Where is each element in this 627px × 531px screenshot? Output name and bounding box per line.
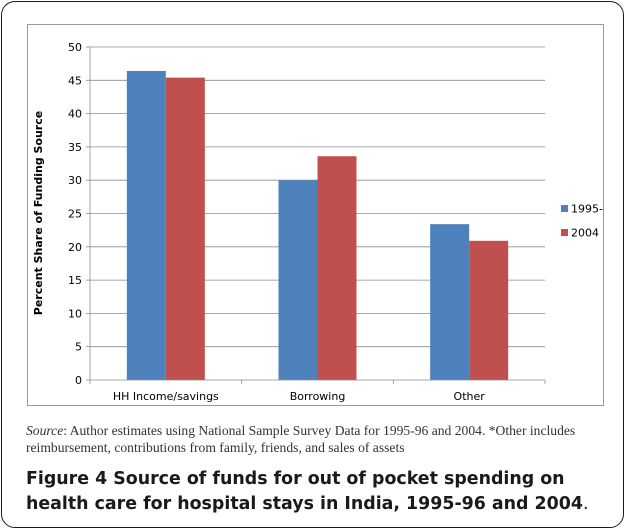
- y-tick-label: 25: [68, 208, 82, 221]
- bar: [165, 77, 205, 381]
- y-tick-label: 50: [68, 41, 82, 54]
- legend-swatch: [561, 205, 568, 212]
- y-tick-label: 30: [68, 174, 82, 187]
- y-tick-label: 35: [68, 141, 82, 154]
- source-note: Source: Author estimates using National …: [26, 422, 611, 456]
- x-tick-label: HH Income/savings: [113, 390, 219, 403]
- bar: [430, 224, 470, 380]
- bar: [317, 156, 357, 380]
- bar: [469, 240, 509, 380]
- bar: [126, 70, 166, 380]
- caption-end: .: [582, 494, 589, 514]
- legend: 1995-6 2004: [561, 203, 603, 240]
- y-axis-label: Percent Share of Funding Source: [32, 111, 45, 315]
- y-tick-label: 40: [68, 108, 82, 121]
- legend-label: 2004: [571, 227, 599, 240]
- axes: 0 5 10 15 20 25 30 35 40 45 50 HH Income/savings Bor…: [68, 41, 546, 403]
- caption-title: Source of funds for out of pocket spendi…: [26, 469, 583, 514]
- bars: [126, 70, 509, 381]
- x-tick-label: Borrowing: [290, 390, 346, 403]
- bar-chart: 0 5 10 15 20 25 30 35 40 45 50 HH Income/savings Bor…: [32, 41, 603, 403]
- y-tick-label: 5: [75, 341, 82, 354]
- y-tick-label: 20: [68, 241, 82, 254]
- y-tick-label: 45: [68, 74, 82, 87]
- bar: [278, 180, 318, 380]
- figure-caption: Figure 4 Source of funds for out of pock…: [26, 467, 616, 517]
- source-label: Source: [26, 423, 64, 438]
- legend-swatch: [561, 229, 568, 236]
- y-tick-label: 0: [75, 374, 82, 387]
- caption-label: Figure 4: [26, 469, 108, 489]
- chart-area: 0 5 10 15 20 25 30 35 40 45 50 HH Income/savings Bor…: [27, 24, 604, 406]
- y-tick-label: 10: [68, 307, 82, 320]
- source-text: : Author estimates using National Sample…: [26, 423, 576, 455]
- legend-label: 1995-6: [571, 203, 603, 216]
- y-tick-label: 15: [68, 274, 82, 287]
- x-tick-label: Other: [454, 390, 486, 403]
